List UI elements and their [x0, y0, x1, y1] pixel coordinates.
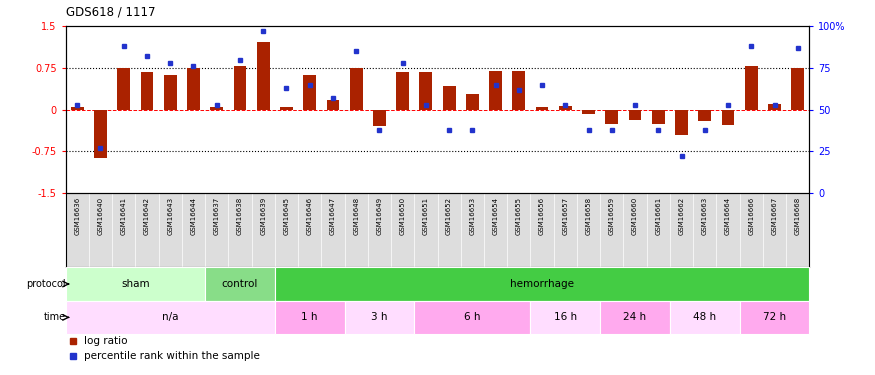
Bar: [443, 86, 456, 110]
Text: GSM16662: GSM16662: [678, 197, 684, 235]
Text: hemorrhage: hemorrhage: [510, 279, 574, 289]
Text: GSM16649: GSM16649: [376, 197, 382, 235]
Text: GSM16663: GSM16663: [702, 197, 708, 235]
Text: 72 h: 72 h: [763, 312, 786, 322]
Bar: [768, 104, 780, 110]
Text: GSM16639: GSM16639: [260, 197, 266, 235]
Bar: [559, 106, 571, 110]
Text: GSM16658: GSM16658: [585, 197, 592, 235]
Text: control: control: [221, 279, 258, 289]
Bar: [66, 301, 275, 334]
Text: GSM16653: GSM16653: [469, 197, 475, 235]
Bar: [652, 110, 665, 124]
Bar: [628, 110, 641, 120]
Text: 6 h: 6 h: [464, 312, 480, 322]
Text: time: time: [44, 312, 66, 322]
Text: GSM16656: GSM16656: [539, 197, 545, 235]
Text: GSM16661: GSM16661: [655, 197, 662, 235]
Text: protocol: protocol: [26, 279, 66, 289]
Text: GSM16660: GSM16660: [632, 197, 638, 235]
Text: log ratio: log ratio: [84, 336, 128, 346]
Text: GSM16637: GSM16637: [214, 197, 220, 235]
Bar: [414, 301, 530, 334]
Text: 16 h: 16 h: [554, 312, 577, 322]
Text: GSM16638: GSM16638: [237, 197, 243, 235]
Bar: [698, 110, 711, 121]
Bar: [345, 301, 414, 334]
Bar: [94, 110, 107, 158]
Text: GDS618 / 1117: GDS618 / 1117: [66, 6, 155, 19]
Text: 48 h: 48 h: [693, 312, 717, 322]
Bar: [256, 42, 270, 110]
Text: GSM16648: GSM16648: [354, 197, 359, 235]
Bar: [205, 267, 275, 301]
Text: GSM16654: GSM16654: [493, 197, 499, 235]
Bar: [210, 108, 223, 110]
Text: GSM16636: GSM16636: [74, 197, 80, 235]
Text: GSM16659: GSM16659: [609, 197, 615, 235]
Text: percentile rank within the sample: percentile rank within the sample: [84, 351, 260, 361]
Bar: [71, 107, 84, 110]
Bar: [722, 110, 734, 125]
Text: 1 h: 1 h: [301, 312, 318, 322]
Text: GSM16668: GSM16668: [794, 197, 801, 235]
Bar: [141, 72, 153, 110]
Bar: [739, 301, 809, 334]
Bar: [606, 110, 619, 124]
Bar: [600, 301, 670, 334]
Text: GSM16640: GSM16640: [97, 197, 103, 235]
Bar: [489, 71, 502, 110]
Text: GSM16646: GSM16646: [306, 197, 312, 235]
Text: GSM16651: GSM16651: [423, 197, 429, 235]
Text: GSM16664: GSM16664: [725, 197, 731, 235]
Text: GSM16650: GSM16650: [400, 197, 406, 235]
Text: GSM16666: GSM16666: [748, 197, 754, 235]
Bar: [530, 301, 600, 334]
Text: GSM16642: GSM16642: [144, 197, 150, 235]
Bar: [275, 301, 345, 334]
Text: GSM16644: GSM16644: [191, 197, 197, 235]
Bar: [791, 68, 804, 110]
Bar: [536, 108, 549, 110]
Text: 3 h: 3 h: [371, 312, 388, 322]
Text: GSM16643: GSM16643: [167, 197, 173, 235]
Text: GSM16667: GSM16667: [772, 197, 778, 235]
Text: GSM16655: GSM16655: [516, 197, 522, 235]
Bar: [275, 267, 809, 301]
Text: n/a: n/a: [162, 312, 178, 322]
Bar: [670, 301, 739, 334]
Text: GSM16652: GSM16652: [446, 197, 452, 235]
Text: GSM16645: GSM16645: [284, 197, 290, 235]
Bar: [280, 108, 293, 110]
Bar: [304, 75, 316, 110]
Bar: [234, 66, 247, 110]
Text: sham: sham: [121, 279, 150, 289]
Text: 24 h: 24 h: [624, 312, 647, 322]
Text: GSM16657: GSM16657: [563, 197, 569, 235]
Bar: [164, 75, 177, 110]
Bar: [676, 110, 688, 135]
Bar: [187, 68, 200, 110]
Bar: [513, 71, 525, 110]
Text: GSM16647: GSM16647: [330, 197, 336, 235]
Bar: [419, 72, 432, 110]
Bar: [373, 110, 386, 126]
Bar: [66, 267, 205, 301]
Text: GSM16641: GSM16641: [121, 197, 127, 235]
Bar: [350, 68, 362, 110]
Bar: [466, 94, 479, 110]
Bar: [326, 100, 340, 110]
Bar: [582, 110, 595, 114]
Bar: [117, 68, 130, 110]
Bar: [745, 66, 758, 110]
Bar: [396, 72, 409, 110]
